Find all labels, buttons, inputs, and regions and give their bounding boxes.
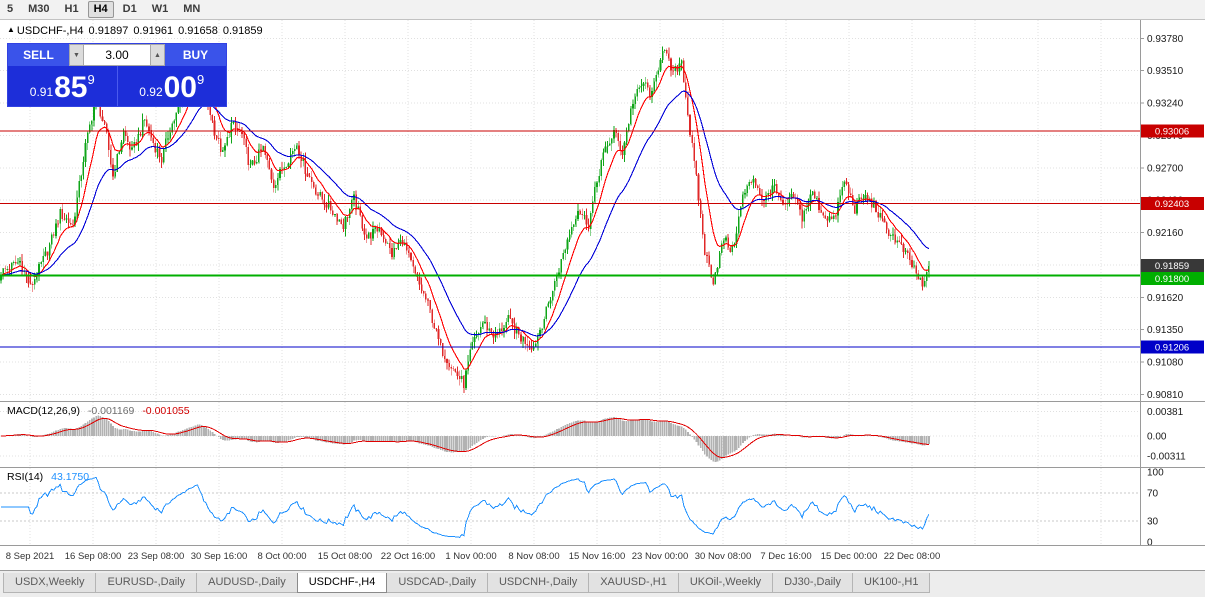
svg-text:0: 0 xyxy=(1147,538,1153,547)
volume-decrease-button[interactable]: ▼ xyxy=(69,44,84,66)
svg-text:0.90810: 0.90810 xyxy=(1147,390,1184,401)
chart-tab-usdchf-h4[interactable]: USDCHF-,H4 xyxy=(296,573,388,593)
time-axis-label: 22 Dec 08:00 xyxy=(883,551,941,562)
svg-text:0.92160: 0.92160 xyxy=(1147,228,1184,239)
buy-button[interactable]: BUY xyxy=(165,44,226,66)
chart-tab-usdx-weekly[interactable]: USDX,Weekly xyxy=(3,573,97,593)
timeframe-button-m30[interactable]: M30 xyxy=(28,3,50,15)
rsi-name: RSI(14) xyxy=(7,471,44,483)
sell-price-prefix: 0.91 xyxy=(29,85,54,99)
chart-tab-audusd-daily[interactable]: AUDUSD-,Daily xyxy=(196,573,298,593)
svg-text:0.93006: 0.93006 xyxy=(1155,127,1189,138)
chart-tab-ukoil-weekly[interactable]: UKOil-,Weekly xyxy=(677,573,774,593)
timeframe-button-h4[interactable]: H4 xyxy=(87,1,114,18)
rsi-line xyxy=(1,476,930,538)
timeframe-button-mn[interactable]: MN xyxy=(183,3,201,15)
svg-text:0.91206: 0.91206 xyxy=(1155,342,1189,353)
time-axis-label: 30 Nov 08:00 xyxy=(694,551,752,562)
time-axis-label: 30 Sep 16:00 xyxy=(190,551,248,562)
svg-text:100: 100 xyxy=(1147,468,1164,479)
buy-price-big: 00 xyxy=(163,71,197,104)
buy-price-prefix: 0.92 xyxy=(139,85,163,99)
svg-text:0.91080: 0.91080 xyxy=(1147,358,1184,369)
svg-text:0.92403: 0.92403 xyxy=(1155,199,1189,210)
one-click-trading-panel: SELL ▼ 3.00 ▲ BUY 0.91 85 9 0.92 00 9 xyxy=(8,44,226,106)
sell-button[interactable]: SELL xyxy=(8,44,69,66)
ohlc-high: 0.91961 xyxy=(133,25,174,37)
time-axis-label: 23 Sep 08:00 xyxy=(127,551,185,562)
rsi-indicator-label: RSI(14) 43.1750 xyxy=(7,471,89,483)
time-axis-label: 8 Sep 2021 xyxy=(5,551,55,562)
collapse-icon[interactable]: ▲ xyxy=(7,25,15,34)
sell-price[interactable]: 0.91 85 9 xyxy=(8,66,117,106)
chart-tab-eurusd-daily[interactable]: EURUSD-,Daily xyxy=(95,573,198,593)
chart-tab-xauusd-h1[interactable]: XAUUSD-,H1 xyxy=(588,573,679,593)
svg-text:0.93510: 0.93510 xyxy=(1147,66,1184,77)
sell-price-big: 85 xyxy=(54,71,88,104)
time-axis-label: 15 Oct 08:00 xyxy=(317,551,373,562)
buy-price-pip: 9 xyxy=(197,72,205,87)
time-axis-label: 22 Oct 16:00 xyxy=(380,551,436,562)
chart-symbol-label: USDCHF-,H4 xyxy=(16,25,84,37)
svg-text:0.00: 0.00 xyxy=(1147,432,1167,443)
timeframe-button-d1[interactable]: D1 xyxy=(122,3,137,15)
triangle-down-icon: ▼ xyxy=(73,51,80,59)
sell-price-pip: 9 xyxy=(87,72,95,87)
rsi-indicator-panel[interactable]: 100 70 30 0 xyxy=(0,468,1205,546)
time-axis-label: 15 Nov 16:00 xyxy=(568,551,626,562)
ma-slow-line xyxy=(0,90,930,337)
time-axis-label: 15 Dec 00:00 xyxy=(820,551,878,562)
svg-text:0.91859: 0.91859 xyxy=(1155,261,1189,272)
ohlc-open: 0.91897 xyxy=(88,25,129,37)
svg-text:0.91620: 0.91620 xyxy=(1147,293,1184,304)
macd-signal-value: -0.001055 xyxy=(142,405,190,417)
price-divider xyxy=(116,66,118,106)
timeframe-toolbar: 5 M30 H1 H4 D1 W1 MN xyxy=(0,0,1205,20)
macd-indicator-label: MACD(12,26,9) -0.001169 -0.001055 xyxy=(7,405,190,417)
time-axis-label: 16 Sep 08:00 xyxy=(64,551,122,562)
buy-price[interactable]: 0.92 00 9 xyxy=(118,66,227,106)
macd-name: MACD(12,26,9) xyxy=(7,405,80,417)
timeframe-button-w1[interactable]: W1 xyxy=(151,3,169,15)
timeframe-button-h1[interactable]: H1 xyxy=(64,3,79,15)
svg-text:70: 70 xyxy=(1147,489,1159,500)
svg-text:30: 30 xyxy=(1147,517,1159,528)
ohlc-low: 0.91658 xyxy=(178,25,218,37)
time-axis-label: 1 Nov 00:00 xyxy=(445,551,497,562)
chart-tab-uk100-h1[interactable]: UK100-,H1 xyxy=(852,573,931,593)
time-axis-label: 23 Nov 00:00 xyxy=(631,551,689,562)
svg-text:0.93780: 0.93780 xyxy=(1147,34,1184,45)
macd-signal-line xyxy=(0,417,929,458)
timeframe-button-5[interactable]: 5 xyxy=(7,3,14,15)
chart-tab-usdcad-daily[interactable]: USDCAD-,Daily xyxy=(386,573,488,593)
time-axis-label: 8 Nov 08:00 xyxy=(508,551,560,562)
volume-increase-button[interactable]: ▲ xyxy=(150,44,165,66)
ohlc-close: 0.91859 xyxy=(222,25,263,37)
svg-text:0.91800: 0.91800 xyxy=(1155,274,1189,285)
svg-text:0.91350: 0.91350 xyxy=(1147,325,1184,336)
svg-text:0.93240: 0.93240 xyxy=(1147,99,1184,110)
svg-text:0.92700: 0.92700 xyxy=(1147,163,1184,174)
time-axis-label: 8 Oct 00:00 xyxy=(257,551,307,562)
macd-main-value: -0.001169 xyxy=(87,405,135,417)
chart-title: ▲ USDCHF-,H4 0.91897 0.91961 0.91658 0.91859 xyxy=(7,25,263,37)
chart-tab-usdcnh-daily[interactable]: USDCNH-,Daily xyxy=(486,573,590,593)
time-axis[interactable]: 8 Sep 2021 16 Sep 08:00 23 Sep 08:00 30 Sep… xyxy=(0,546,1205,570)
time-axis-label: 7 Dec 16:00 xyxy=(760,551,812,562)
svg-text:-0.00311: -0.00311 xyxy=(1147,452,1186,463)
volume-input[interactable]: 3.00 xyxy=(84,44,150,66)
chart-tabs-bar: USDX,Weekly EURUSD-,Daily AUDUSD-,Daily USD… xyxy=(0,570,1205,597)
triangle-up-icon: ▲ xyxy=(154,51,161,59)
rsi-value: 43.1750 xyxy=(51,471,90,483)
macd-indicator-panel[interactable]: 0.00381 0.00 -0.00311 xyxy=(0,402,1205,468)
chart-tab-dj30-daily[interactable]: DJ30-,Daily xyxy=(772,573,854,593)
ma-fast-line xyxy=(0,65,930,370)
svg-text:0.00381: 0.00381 xyxy=(1147,407,1184,418)
